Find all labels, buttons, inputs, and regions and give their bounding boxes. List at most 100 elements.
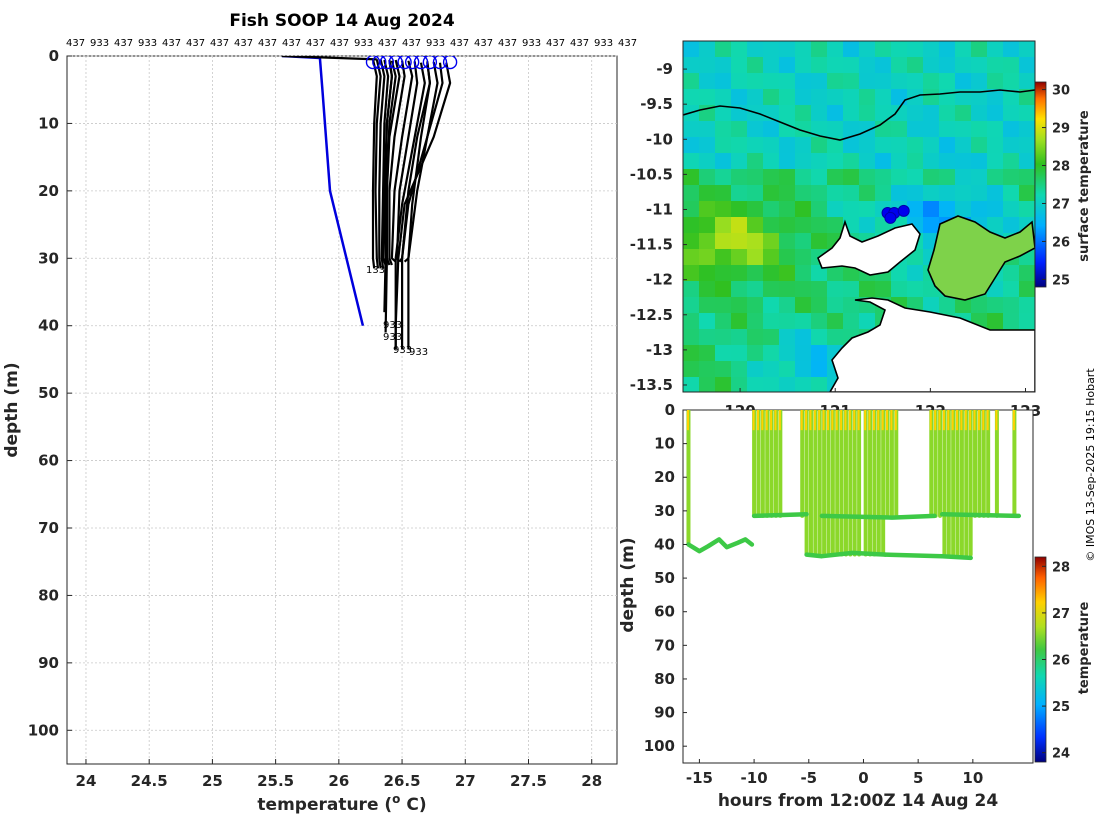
profile-ticks: 24 24.5 25 25.5 26 26.5 27 27.5 28 0 10 20 30 40 50 60 7… (28, 47, 602, 790)
sst-cell (795, 89, 812, 106)
sst-cell (763, 185, 780, 202)
profile-ytick-label: 10 (38, 114, 59, 132)
sst-cell (987, 185, 1004, 202)
sst-cell (939, 297, 956, 314)
sst-cell (779, 233, 796, 250)
sst-cell (923, 73, 940, 90)
profile-xlabel-superscript: o (392, 792, 400, 806)
sst-cell (875, 57, 892, 74)
sst-cell (971, 153, 988, 170)
sst-cell (955, 153, 972, 170)
temperature-colorbar-label: temperature (1077, 602, 1092, 695)
sst-cell (779, 329, 796, 346)
sst-cell (699, 377, 716, 392)
sst-cell (731, 249, 748, 266)
sst-cell (923, 121, 940, 138)
time-depth-xtick-label: 0 (858, 769, 868, 787)
sst-cell (683, 41, 700, 58)
sst-cell (683, 249, 700, 266)
sst-cell (827, 313, 844, 330)
sst-map-ytick-label: -12 (646, 271, 673, 289)
sst-cell (1003, 297, 1020, 314)
cast-id-top: 437 (498, 38, 517, 49)
sst-colorbar (1034, 81, 1047, 288)
sst-cell (731, 153, 748, 170)
profile-line (374, 59, 382, 269)
sst-map-ytick-label: -13 (646, 341, 673, 359)
sst-cell (683, 169, 700, 186)
sst-cell (683, 57, 700, 74)
profile-plot-area (66, 55, 618, 765)
sst-cell (971, 297, 988, 314)
profile-ytick-label: 90 (38, 654, 59, 672)
sst-cell (955, 297, 972, 314)
cast-id-top: 437 (450, 38, 469, 49)
sst-cell (715, 57, 732, 74)
sst-cell (683, 233, 700, 250)
sst-cell (715, 153, 732, 170)
sst-cell (747, 89, 764, 106)
sst-cell (1003, 185, 1020, 202)
sst-cell (955, 201, 972, 218)
sst-cell (795, 153, 812, 170)
sst-cell (843, 57, 860, 74)
cast-id-top: 933 (426, 38, 445, 49)
cast-id-top: 437 (570, 38, 589, 49)
sst-cell (971, 73, 988, 90)
profile-xtick-label: 25 (202, 772, 223, 790)
sst-cell (779, 89, 796, 106)
sst-cell (811, 121, 828, 138)
sst-cell (1019, 105, 1035, 122)
sst-cell (779, 169, 796, 186)
island-south (829, 297, 1035, 392)
sst-cell (827, 105, 844, 122)
sst-cell (859, 41, 876, 58)
sst-colorbar-tick-label: 29 (1052, 122, 1070, 137)
sst-cell (683, 201, 700, 218)
sst-cell (779, 73, 796, 90)
sst-cell (763, 329, 780, 346)
sst-cell (731, 201, 748, 218)
sst-cell (971, 57, 988, 74)
sst-cell (1019, 73, 1035, 90)
profile-line (401, 62, 444, 350)
sst-cell (795, 265, 812, 282)
sst-cell (811, 89, 828, 106)
sst-cell (923, 137, 940, 154)
time-depth-ytick-label: 100 (644, 737, 675, 755)
sst-colorbar-label: surface temperature (1077, 110, 1092, 262)
sst-cell (699, 297, 716, 314)
sst-cell (699, 73, 716, 90)
sst-cell (795, 217, 812, 234)
sst-colorbar-tick-label: 25 (1052, 273, 1070, 288)
sst-cell (827, 73, 844, 90)
sst-cell (891, 169, 908, 186)
profile-ytick-label: 50 (38, 384, 59, 402)
sst-cell (715, 361, 732, 378)
sst-cell (699, 265, 716, 282)
sst-cell (811, 137, 828, 154)
time-depth-ytick-label: 20 (654, 468, 675, 486)
sst-cell (843, 41, 860, 58)
sst-cell (699, 233, 716, 250)
bottom-tow-track (939, 553, 973, 561)
bottom-tow-track (819, 513, 937, 520)
sst-cell (907, 105, 924, 122)
sst-cell (891, 185, 908, 202)
sst-cell (907, 57, 924, 74)
sst-cell (955, 73, 972, 90)
time-depth-points (686, 410, 1022, 561)
sst-map-ytick-label: -10.5 (630, 165, 673, 183)
profile-ytick-label: 80 (38, 586, 59, 604)
vessel-position-marker (884, 211, 897, 224)
sst-cell (683, 313, 700, 330)
sst-cell (779, 137, 796, 154)
sst-cell (811, 153, 828, 170)
sst-cell (747, 121, 764, 138)
sst-cell (987, 41, 1004, 58)
sst-cell (699, 313, 716, 330)
sst-cell (843, 73, 860, 90)
sst-cell (795, 361, 812, 378)
sst-cell (1019, 121, 1035, 138)
sst-cell (715, 233, 732, 250)
